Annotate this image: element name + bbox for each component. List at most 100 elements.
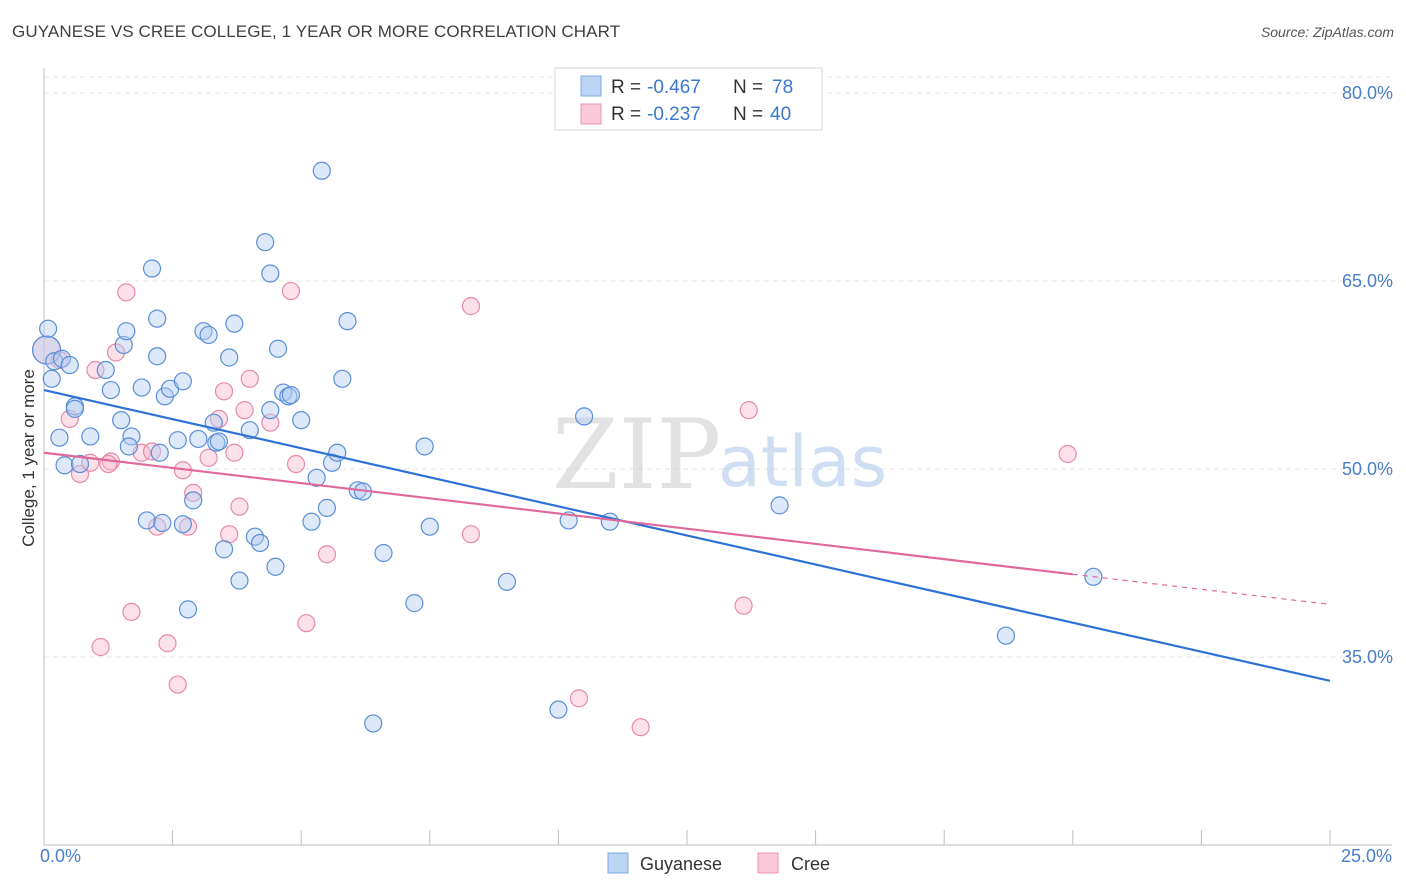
watermark-zip: ZIP — [552, 399, 721, 511]
legend-r-value-cree: -0.237 — [647, 104, 701, 125]
cree-point — [70, 464, 90, 484]
cree-point — [158, 634, 177, 653]
guyanese-point — [292, 411, 311, 430]
guyanese-point — [209, 432, 228, 451]
guyanese-point — [225, 314, 244, 333]
legend: R = -0.467 N = 78 R = -0.237 N = 40 — [554, 67, 823, 131]
guyanese-point — [117, 322, 136, 341]
cree-point — [99, 454, 118, 474]
guyanese-point — [119, 437, 138, 456]
guyanese-point — [317, 498, 337, 517]
guyanese-point — [137, 511, 156, 530]
source-label: Source: ZipAtlas.com — [1260, 24, 1394, 40]
guyanese-point — [405, 594, 424, 613]
guyanese-point — [256, 233, 275, 252]
x-axis-ticks — [43, 830, 1331, 845]
guyanese-point — [261, 401, 280, 420]
guyanese-point — [415, 437, 434, 456]
y-axis-label: College, 1 year or more — [19, 369, 38, 547]
cree-point — [734, 596, 753, 615]
cree-point — [569, 689, 589, 708]
guyanese-point — [266, 557, 285, 576]
y-tick-label: 80.0% — [1342, 83, 1393, 103]
chart-title: GUYANESE VS CREE COLLEGE, 1 YEAR OR MORE… — [12, 22, 621, 41]
y-tick-label: 65.0% — [1342, 271, 1393, 291]
guyanese-point — [549, 700, 568, 719]
y-tick-label: 35.0% — [1342, 647, 1393, 667]
guyanese-point — [268, 339, 288, 358]
cree-point — [117, 283, 136, 302]
cree-point — [142, 442, 162, 461]
cree-points — [31, 281, 1077, 737]
guyanese-point — [55, 456, 74, 475]
legend-n-value-cree: 40 — [770, 104, 791, 125]
guyanese-point — [996, 626, 1016, 645]
legend-swatch-cree — [580, 103, 602, 125]
guyanese-point — [42, 369, 61, 388]
guyanese-point — [132, 378, 151, 397]
cree-point — [631, 718, 650, 737]
guyanese-point — [497, 572, 517, 591]
cree-point — [225, 443, 244, 462]
guyanese-point — [261, 264, 280, 283]
cree-point — [199, 448, 218, 467]
guyanese-point — [250, 533, 270, 553]
guyanese-point — [153, 513, 172, 533]
cree-point — [230, 497, 249, 516]
legend-r-value-guyanese: -0.467 — [647, 77, 701, 98]
bottom-legend-guyanese: Guyanese — [640, 854, 722, 874]
legend-r-label-cree: R = — [611, 104, 641, 125]
legend-r-label-guyanese: R = — [611, 77, 641, 98]
x-tick-label-min: 0.0% — [40, 846, 81, 866]
guyanese-point — [770, 496, 789, 515]
cree-point — [214, 382, 234, 401]
guyanese-point — [173, 372, 192, 391]
guyanese-point — [420, 517, 439, 536]
guyanese-point — [70, 454, 90, 474]
cree-point — [1058, 444, 1077, 464]
cree-trend-line-extension — [1072, 573, 1331, 605]
cree-point — [261, 413, 280, 432]
guyanese-point — [65, 399, 84, 418]
watermark: ZIP atlas — [552, 399, 887, 511]
y-tick-labels: 35.0% 50.0% 65.0% 80.0% — [1342, 83, 1393, 667]
guyanese-point — [96, 360, 115, 380]
guyanese-point — [148, 347, 167, 366]
guyanese-point — [81, 427, 100, 446]
legend-n-label-guyanese: N = — [733, 77, 763, 98]
cree-point — [235, 401, 254, 420]
trend-lines — [43, 389, 1331, 682]
cree-point — [739, 401, 758, 420]
guyanese-point — [168, 431, 187, 450]
cree-point — [122, 602, 141, 622]
guyanese-point — [312, 161, 331, 180]
cree-point — [461, 297, 481, 316]
guyanese-point — [240, 421, 259, 440]
cree-point — [220, 525, 239, 544]
y-tick-label: 50.0% — [1342, 459, 1393, 479]
guyanese-point — [214, 540, 234, 559]
cree-point — [240, 369, 259, 388]
guyanese-trend-line — [43, 389, 1331, 682]
cree-point — [168, 675, 187, 694]
guyanese-point — [374, 543, 393, 563]
guyanese-point — [364, 714, 383, 733]
cree-point — [461, 525, 481, 544]
guyanese-point — [178, 600, 198, 619]
cree-point — [281, 281, 301, 301]
guyanese-point — [112, 411, 131, 430]
guyanese-point — [114, 335, 133, 355]
cree-point — [178, 517, 198, 536]
axes — [43, 68, 1392, 846]
guyanese-point — [333, 369, 352, 388]
guyanese-point — [50, 428, 69, 447]
guyanese-point — [60, 355, 79, 375]
guyanese-point — [142, 259, 162, 278]
cree-point — [286, 454, 306, 474]
guyanese-point — [184, 491, 203, 510]
x-tick-label-max: 25.0% — [1341, 846, 1392, 866]
cree-point — [297, 614, 316, 633]
legend-n-label-cree: N = — [733, 104, 763, 125]
guyanese-point — [307, 468, 326, 487]
